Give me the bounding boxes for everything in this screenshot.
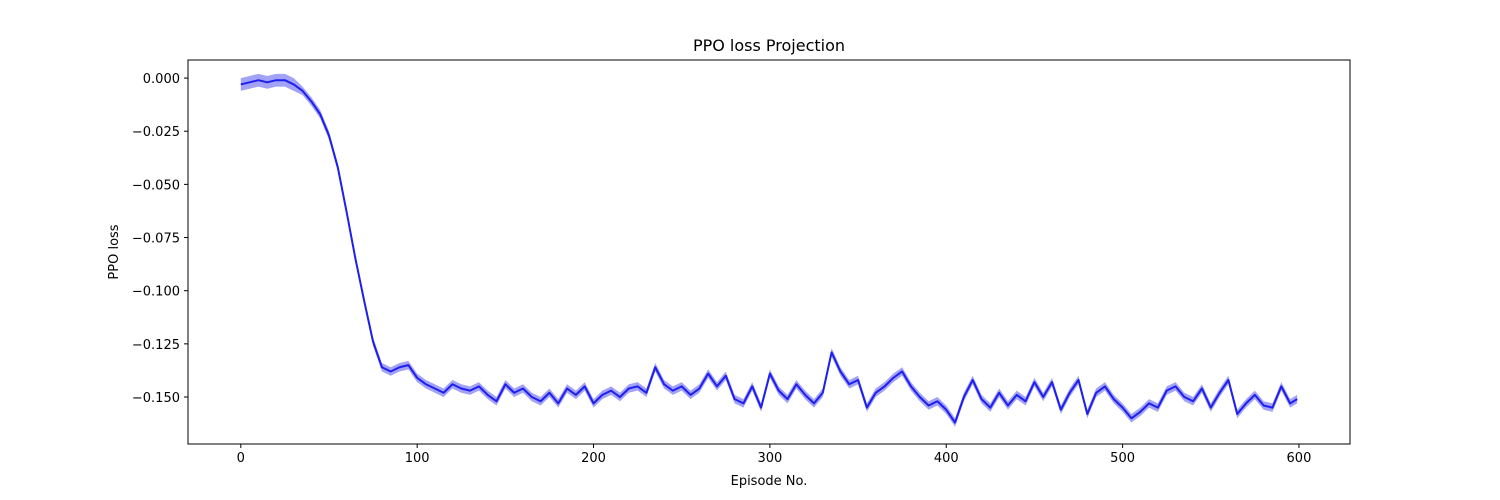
y-tick-label: −0.150 [132, 391, 180, 406]
y-tick-label: −0.025 [132, 125, 180, 140]
x-tick-label: 400 [934, 451, 959, 466]
y-tick-label: −0.075 [132, 232, 180, 247]
y-axis-label: PPO loss [107, 224, 122, 279]
chart-title: PPO loss Projection [693, 36, 845, 55]
y-tick-label: −0.100 [132, 285, 180, 300]
y-tick-label: −0.125 [132, 338, 180, 353]
y-tick-label: 0.000 [143, 72, 180, 87]
y-tick-label: −0.050 [132, 178, 180, 193]
x-axis-label: Episode No. [731, 474, 808, 489]
x-tick-label: 200 [581, 451, 606, 466]
x-tick-label: 0 [237, 451, 245, 466]
x-tick-label: 600 [1287, 451, 1312, 466]
x-tick-label: 100 [405, 451, 430, 466]
x-tick-label: 300 [757, 451, 782, 466]
line [240, 79, 1298, 424]
x-tick-label: 500 [1110, 451, 1135, 466]
plot-frame [187, 59, 1351, 445]
